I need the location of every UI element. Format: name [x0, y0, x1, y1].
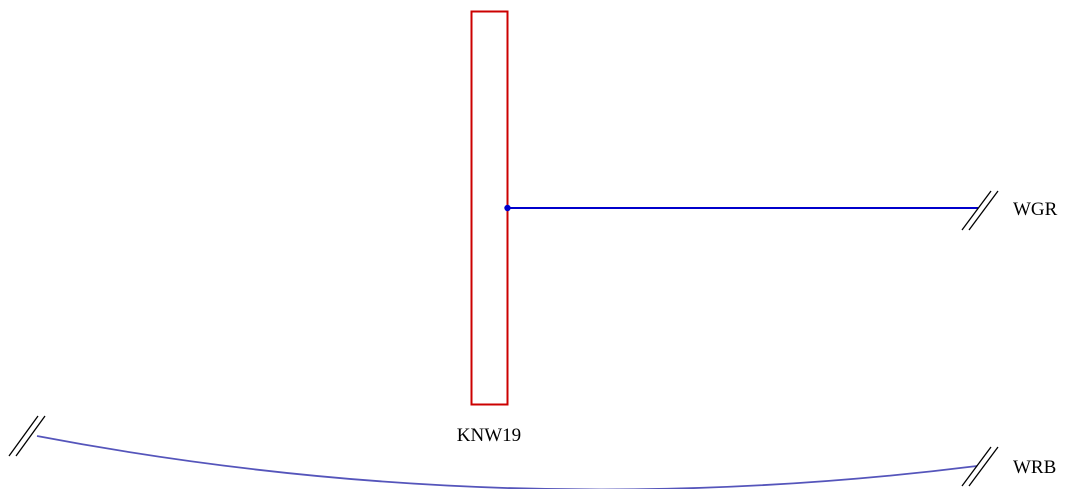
line-break-marker — [961, 446, 999, 487]
line-break-marker — [961, 190, 999, 231]
connection-label-wgr: WGR — [1013, 199, 1058, 220]
line-break-marker — [8, 415, 46, 457]
connection-node — [504, 204, 511, 212]
station-label: KNW19 — [457, 425, 521, 446]
connection-label-wrb: WRB — [1013, 457, 1056, 478]
connection-line-wrb[interactable] — [36, 435, 978, 489]
station-busbar[interactable] — [470, 10, 509, 406]
